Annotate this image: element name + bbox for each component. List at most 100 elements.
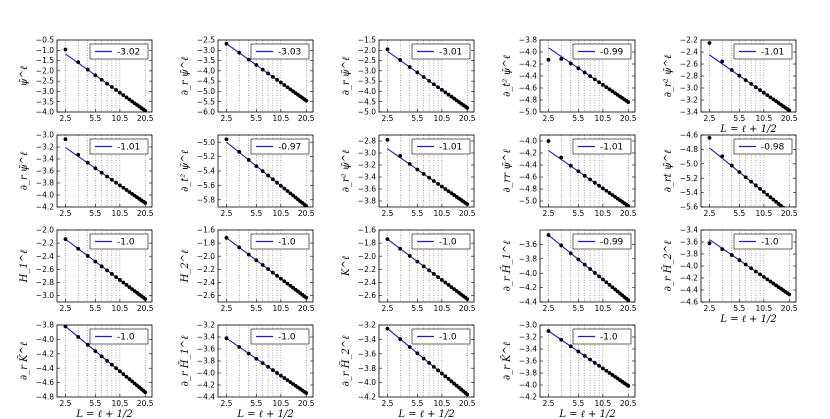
data-point: [427, 268, 432, 273]
data-point: [729, 163, 734, 168]
data-point: [443, 187, 448, 191]
x-tick-label: 20.5: [137, 114, 154, 123]
data-point: [76, 246, 81, 251]
y-tick-label: −3.5: [36, 97, 54, 106]
y-tick-label: −3.8: [36, 179, 54, 188]
data-point: [431, 82, 436, 87]
data-point: [443, 280, 448, 285]
y-axis-label: ∂_rt ψ̄^ℓ: [663, 150, 674, 193]
data-point: [63, 137, 68, 142]
y-tick-label: −4.4: [680, 286, 698, 295]
y-tick-label: −3.4: [197, 333, 215, 342]
y-tick-label: −4.0: [197, 66, 215, 75]
x-tick-label: 2.5: [703, 114, 715, 123]
axes-frame: [56, 324, 153, 398]
data-point: [743, 262, 748, 267]
data-point: [275, 371, 279, 375]
subplot-15: −3.4 −3.6 −3.8 −4.0 −4.2 −4.4 −4.6 2.5 5.5 10.5 20…: [662, 226, 798, 325]
data-point: [753, 269, 758, 274]
legend: -3.02: [89, 43, 149, 60]
data-point: [446, 92, 451, 97]
y-tick-label: −3.2: [358, 161, 376, 170]
data-point: [260, 263, 265, 267]
data-point: [568, 344, 573, 349]
legend: -1.0: [733, 233, 793, 250]
data-point: [576, 66, 581, 71]
y-axis-label: ∂_r H̄_1^ℓ: [179, 336, 191, 387]
y-tick-label: −5.6: [197, 181, 215, 190]
y-tick-label: −4.6: [36, 378, 54, 387]
data-point: [431, 179, 436, 183]
data-point: [592, 180, 597, 185]
data-point: [436, 85, 440, 90]
y-tick-label: −1.8: [358, 239, 376, 248]
data-point: [224, 137, 229, 142]
data-point: [109, 272, 114, 276]
x-tick-label: 2.5: [703, 304, 715, 313]
data-point: [260, 169, 265, 174]
subplot-8: −2.8 −3.0 −3.2 −3.4 −3.6 −3.8 2.5 5.5 10.5 20.5 ∂_…: [341, 134, 476, 218]
data-point: [385, 47, 390, 52]
y-tick-label: −1.0: [36, 46, 54, 55]
x-tick-label: 10.5: [595, 399, 612, 408]
x-tick-label: 5.5: [250, 209, 262, 218]
data-point: [246, 351, 251, 356]
y-tick-label: −3.8: [519, 254, 537, 263]
data-point: [105, 358, 110, 363]
y-tick-label: −4.2: [36, 203, 54, 212]
y-tick-label: −4.6: [519, 84, 537, 93]
axes-frame: [217, 229, 314, 303]
x-tick-label: 20.5: [137, 304, 154, 313]
data-point: [117, 90, 122, 95]
data-point: [266, 173, 271, 178]
x-axis-label: L = ℓ + 1/2: [719, 124, 776, 135]
y-tick-label: −3.2: [358, 321, 376, 330]
data-point: [85, 67, 90, 72]
y-tick-label: −3.8: [358, 364, 376, 373]
y-tick-label: −5.0: [519, 108, 537, 117]
x-axis-label: L = ℓ + 1/2: [719, 314, 776, 325]
legend-label: -0.97: [278, 143, 301, 153]
y-tick-label: −2.5: [197, 36, 215, 45]
data-point: [285, 281, 290, 286]
x-tick-label: 20.5: [459, 399, 476, 408]
y-tick-label: −3.6: [680, 238, 698, 247]
data-point: [99, 354, 104, 359]
x-axis-label: L = ℓ + 1/2: [397, 409, 454, 419]
data-point: [254, 63, 259, 67]
y-tick-label: −4.0: [36, 108, 54, 117]
subplot-12: −1.6 −1.8 −2.0 −2.2 −2.4 −2.6 2.5 5.5 10.5 20.5 H_…: [180, 226, 315, 313]
y-tick-label: −1.6: [358, 226, 376, 235]
data-point: [439, 88, 444, 92]
data-point: [592, 77, 597, 82]
data-point: [600, 277, 605, 282]
y-tick-label: −3.6: [519, 240, 537, 249]
x-tick-label: 10.5: [756, 304, 773, 313]
data-point: [597, 274, 601, 279]
data-point: [439, 184, 444, 189]
x-tick-label: 5.5: [733, 209, 745, 218]
x-tick-label: 2.5: [220, 209, 232, 218]
data-point: [127, 190, 132, 194]
data-point: [588, 74, 593, 79]
y-tick-label: −2.4: [680, 48, 698, 57]
y-tick-label: −4.2: [358, 393, 376, 402]
x-tick-label: 20.5: [298, 114, 315, 123]
data-point: [421, 264, 426, 269]
data-point: [720, 247, 725, 251]
x-tick-label: 5.5: [572, 209, 584, 218]
data-point: [436, 182, 440, 186]
data-point: [304, 391, 309, 395]
y-tick-label: −5.4: [680, 188, 698, 197]
y-tick-label: −2.8: [36, 278, 54, 287]
data-point: [421, 75, 426, 79]
y-tick-label: −4.4: [197, 393, 215, 402]
legend: -1.0: [411, 233, 471, 250]
data-point: [63, 237, 68, 242]
y-tick-label: −2.6: [197, 291, 215, 300]
y-tick-label: −3.0: [519, 321, 537, 330]
data-point: [415, 167, 420, 172]
data-point: [439, 371, 444, 376]
legend-label: -1.01: [117, 143, 140, 153]
legend-label: -1.0: [600, 333, 618, 343]
